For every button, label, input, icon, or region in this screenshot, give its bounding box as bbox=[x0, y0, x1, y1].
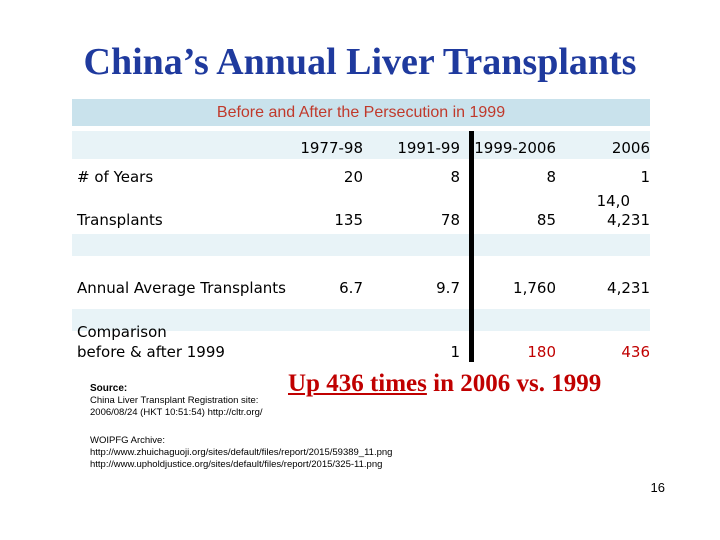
archive-link[interactable]: http://www.zhuichaguoji.org/sites/defaul… bbox=[90, 447, 393, 458]
table-cell: 1 bbox=[640, 168, 650, 186]
archive-link[interactable]: http://www.upholdjustice.org/sites/defau… bbox=[90, 459, 383, 470]
source-heading: Source: bbox=[90, 383, 128, 394]
table-band bbox=[72, 131, 650, 159]
page-number: 16 bbox=[650, 480, 665, 495]
table-band bbox=[72, 234, 650, 256]
callout-emphasis: Up 436 times bbox=[288, 370, 427, 397]
row-label: # of Years bbox=[77, 168, 154, 186]
table-cell: 85 bbox=[536, 211, 556, 229]
table-band bbox=[72, 309, 650, 331]
slide-title: China’s Annual Liver Transplants bbox=[83, 41, 637, 83]
slide-subtitle: Before and After the Persecution in 1999 bbox=[216, 104, 506, 121]
source-note: Source: China Liver Transplant Registrat… bbox=[90, 383, 263, 419]
table-cell: 20 bbox=[343, 168, 363, 186]
table-cell: 9.7 bbox=[436, 279, 460, 297]
source-line: 2006/08/24 (HKT 10:51:54) http://cltr.or… bbox=[90, 407, 263, 418]
table-cell: 1 bbox=[450, 343, 460, 361]
column-header: 1999-2006 bbox=[474, 139, 556, 157]
table-cell: 436 bbox=[621, 343, 650, 361]
table-cell: 78 bbox=[440, 211, 460, 229]
callout-rest: in 2006 vs. 1999 bbox=[426, 370, 602, 397]
archive-heading: WOIPFG Archive: bbox=[90, 435, 165, 446]
table-cell: 135 bbox=[334, 211, 363, 229]
source-line: China Liver Transplant Registration site… bbox=[90, 395, 259, 406]
column-divider bbox=[469, 131, 474, 362]
column-header: 2006 bbox=[611, 139, 650, 157]
table-cell: 8 bbox=[450, 168, 460, 186]
row-label: Comparison bbox=[77, 323, 167, 341]
callout-text: Up 436 times in 2006 vs. 1999 bbox=[288, 370, 601, 398]
row-label: Annual Average Transplants bbox=[77, 279, 286, 297]
row-label: Transplants bbox=[77, 211, 163, 229]
table-cell: 4,231 bbox=[607, 279, 650, 297]
table-cell: 1,760 bbox=[513, 279, 556, 297]
column-header: 1991-99 bbox=[397, 139, 460, 157]
table-cell: 4,231 bbox=[607, 211, 650, 229]
table-cell: 180 bbox=[527, 343, 556, 361]
column-header: 1977-98 bbox=[300, 139, 363, 157]
table-cell: 8 bbox=[546, 168, 556, 186]
subtitle-band bbox=[72, 99, 650, 126]
row-label: before & after 1999 bbox=[77, 343, 225, 361]
archive-note: WOIPFG Archive: http://www.zhuichaguoji.… bbox=[90, 435, 392, 471]
table-cell: 6.7 bbox=[339, 279, 363, 297]
table-cell: 14,0 bbox=[596, 192, 630, 210]
